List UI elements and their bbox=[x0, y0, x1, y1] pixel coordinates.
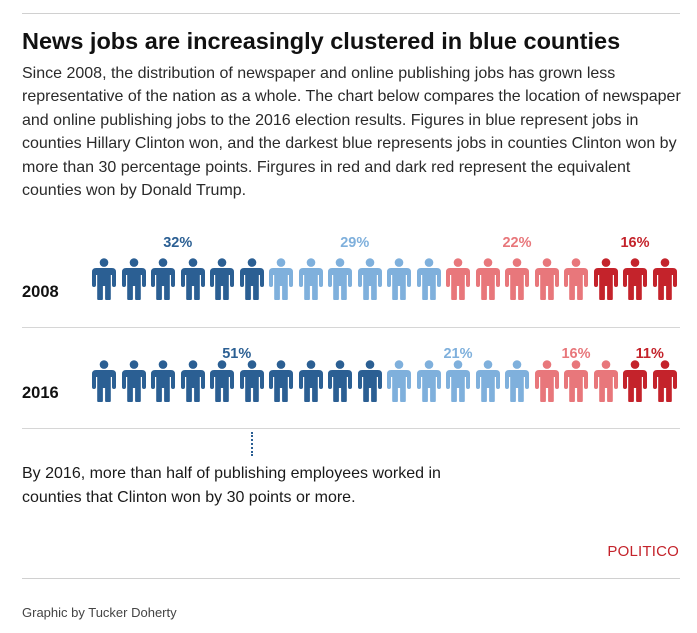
graphic-credit: Graphic by Tucker Doherty bbox=[22, 605, 177, 620]
person-icon-2008-14 bbox=[475, 258, 500, 300]
person-icon-2008-16 bbox=[534, 258, 559, 300]
annotation-text: By 2016, more than half of publishing em… bbox=[22, 465, 441, 506]
person-icon-2008-2 bbox=[121, 258, 146, 300]
person-icon-2008-3 bbox=[151, 258, 175, 300]
person-icon-2008-6 bbox=[239, 258, 264, 300]
row-divider-2008 bbox=[22, 327, 680, 328]
year-label-2016: 2016 bbox=[22, 384, 59, 402]
person-icon-2016-2 bbox=[121, 360, 146, 402]
person-icon-2008-9 bbox=[328, 258, 352, 300]
bottom-rule bbox=[22, 578, 680, 579]
person-icon-2008-12 bbox=[416, 258, 441, 300]
person-icon-2016-5 bbox=[210, 360, 234, 402]
person-icon-2016-13 bbox=[446, 360, 470, 402]
person-icon-2008-13 bbox=[446, 258, 470, 300]
person-icon-2008-7 bbox=[269, 258, 293, 300]
person-icon-2016-18 bbox=[593, 360, 618, 402]
person-icon-2008-15 bbox=[505, 258, 529, 300]
chart-description: Since 2008, the distribution of newspape… bbox=[22, 65, 681, 200]
person-icon-2016-12 bbox=[416, 360, 441, 402]
percent-label-2008-4: 16% bbox=[620, 235, 650, 251]
chart-title: News jobs are increasingly clustered in … bbox=[22, 28, 621, 54]
person-icon-2016-11 bbox=[387, 360, 411, 402]
person-icon-2016-19 bbox=[623, 360, 647, 402]
person-icon-2008-18 bbox=[593, 258, 618, 300]
percent-label-2008-3: 22% bbox=[502, 235, 532, 251]
percent-label-2008-2: 29% bbox=[340, 235, 370, 251]
person-icon-2016-16 bbox=[534, 360, 559, 402]
person-icon-2016-6 bbox=[239, 360, 264, 402]
person-icon-2016-3 bbox=[151, 360, 175, 402]
person-icon-2016-15 bbox=[505, 360, 529, 402]
person-icon-2016-8 bbox=[298, 360, 323, 402]
row-divider-2016 bbox=[22, 428, 680, 429]
person-icon-2008-11 bbox=[387, 258, 411, 300]
person-icon-2008-4 bbox=[180, 258, 205, 300]
person-icon-2008-20 bbox=[652, 258, 677, 300]
person-icon-2008-8 bbox=[298, 258, 323, 300]
person-icon-2016-7 bbox=[269, 360, 293, 402]
person-icon-2016-10 bbox=[357, 360, 382, 402]
person-icon-2016-14 bbox=[475, 360, 500, 402]
person-icon-2008-10 bbox=[357, 258, 382, 300]
year-label-2008: 2008 bbox=[22, 283, 59, 301]
person-icon-2016-9 bbox=[328, 360, 352, 402]
person-icon-2016-1 bbox=[92, 360, 116, 402]
percent-label-2016-3: 16% bbox=[561, 346, 591, 362]
person-icon-2008-1 bbox=[92, 258, 116, 300]
person-icon-2008-19 bbox=[623, 258, 647, 300]
person-icon-2008-5 bbox=[210, 258, 234, 300]
top-rule bbox=[22, 13, 680, 14]
person-icon-2016-17 bbox=[564, 360, 588, 402]
politico-logo[interactable]: POLITICO bbox=[607, 543, 679, 560]
annotation-leader-line bbox=[251, 432, 253, 456]
percent-label-2016-2: 21% bbox=[443, 346, 473, 362]
person-icon-2008-17 bbox=[564, 258, 588, 300]
percent-label-2016-4: 11% bbox=[635, 346, 664, 362]
percent-label-2016-1: 51% bbox=[222, 346, 252, 362]
percent-label-2008-1: 32% bbox=[163, 235, 193, 251]
person-icon-2016-4 bbox=[180, 360, 205, 402]
person-icon-2016-20 bbox=[652, 360, 677, 402]
